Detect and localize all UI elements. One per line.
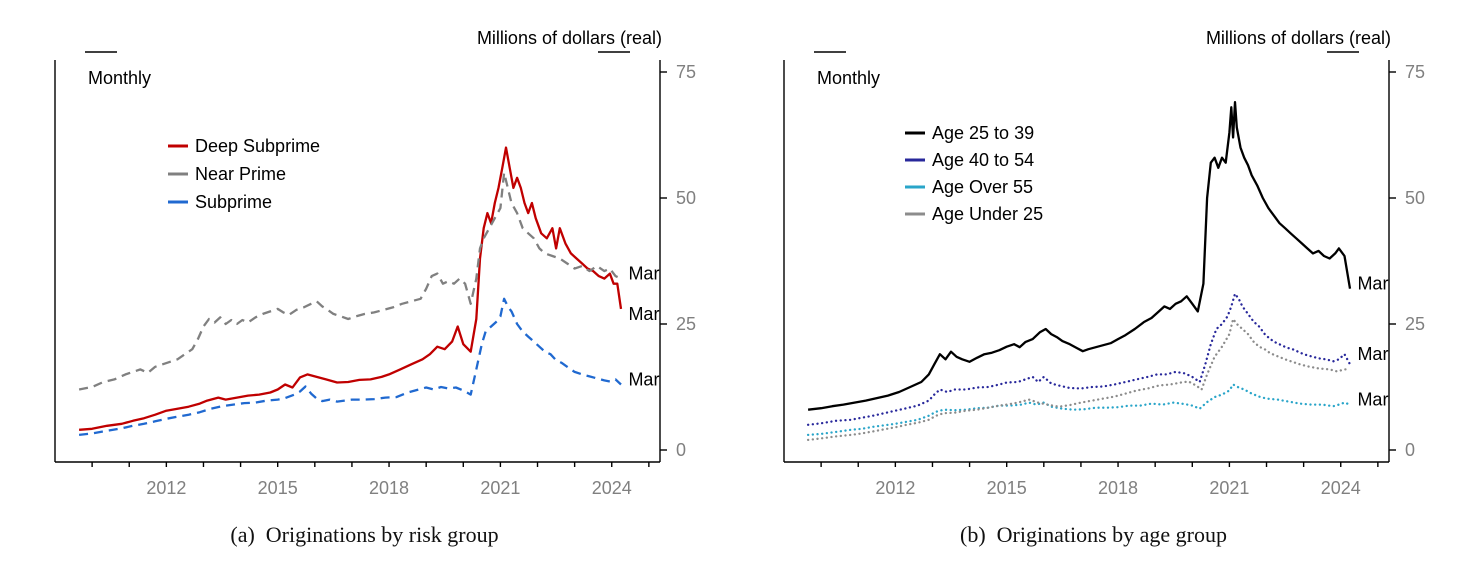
series-deep-subprime	[79, 146, 623, 431]
y-tick-label: 25	[1405, 314, 1425, 334]
series-end-label: Mar	[1357, 274, 1388, 294]
legend-label-age-40-to-54: Age 40 to 54	[932, 150, 1034, 170]
x-tick-label: 2024	[592, 478, 632, 498]
y-tick-label: 0	[676, 440, 686, 460]
y-tick-label: 0	[1405, 440, 1415, 460]
series-end-label: Mar	[1357, 344, 1388, 364]
legend-label-age-over-55: Age Over 55	[932, 177, 1033, 197]
x-tick-label: 2021	[1209, 478, 1249, 498]
series-end-label: Mar	[628, 369, 659, 389]
series-end-label: Mar	[628, 264, 659, 284]
series-age-over-55	[806, 383, 1352, 437]
y-tick-label: 50	[676, 188, 696, 208]
x-tick-label: 2024	[1321, 478, 1361, 498]
legend-label-age-25-to-39: Age 25 to 39	[932, 123, 1034, 143]
x-tick-label: 2018	[369, 478, 409, 498]
caption-b: (b) Originations by age group	[960, 522, 1227, 547]
series-age-25-to-39	[807, 101, 1352, 411]
series-age-40-to-54	[806, 292, 1352, 426]
series-near-prime	[78, 171, 622, 391]
frequency-label: Monthly	[817, 68, 880, 88]
x-tick-label: 2018	[1098, 478, 1138, 498]
chart-risk-group: 0 25 50 75 2012 2015 2018 2021 2024 Monthly Millio…	[54, 28, 696, 547]
x-tick-label: 2021	[480, 478, 520, 498]
legend-label-deep-subprime: Deep Subprime	[195, 136, 320, 156]
x-tick-label: 2012	[146, 478, 186, 498]
x-tick-label: 2012	[875, 478, 915, 498]
series-age-under-25	[806, 317, 1352, 442]
legend-label-age-under-25: Age Under 25	[932, 204, 1043, 224]
risk-group-chart-canvas: 0 25 50 75 2012 2015 2018 2021 2024 Monthly Millio…	[54, 28, 696, 498]
y-tick-label: 25	[676, 314, 696, 334]
x-tick-label: 2015	[987, 478, 1027, 498]
x-tick-label: 2015	[258, 478, 298, 498]
series-end-label: Mar	[1357, 390, 1388, 410]
age-group-chart-canvas: 0 25 50 75 2012 2015 2018 2021 2024 Monthly Millio…	[783, 28, 1425, 498]
unit-axis-label: Millions of dollars (real)	[477, 28, 662, 48]
legend-label-subprime: Subprime	[195, 192, 272, 212]
series-end-label: Mar	[628, 304, 659, 324]
chart-age-group: 0 25 50 75 2012 2015 2018 2021 2024 Monthly Millio…	[729, 0, 1458, 581]
y-tick-label: 75	[1405, 62, 1425, 82]
unit-axis-label: Millions of dollars (real)	[1206, 28, 1391, 48]
y-tick-label: 50	[1405, 188, 1425, 208]
series-subprime	[78, 297, 622, 437]
legend-label-near-prime: Near Prime	[195, 164, 286, 184]
frequency-label: Monthly	[88, 68, 151, 88]
caption-a: (a) Originations by risk group	[230, 522, 499, 547]
y-tick-label: 75	[676, 62, 696, 82]
